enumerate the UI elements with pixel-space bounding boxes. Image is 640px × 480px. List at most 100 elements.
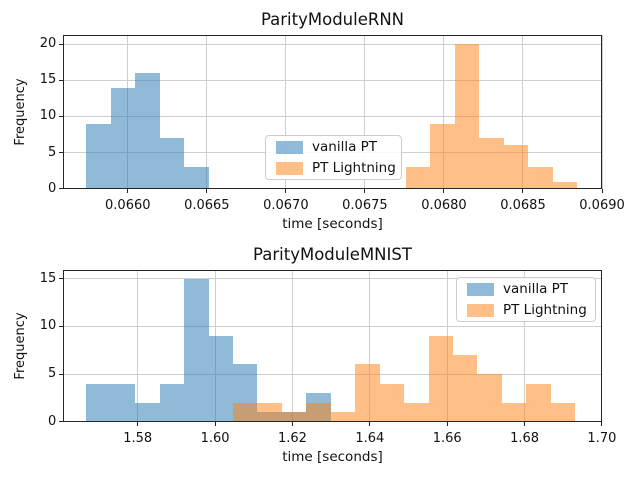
hist-bar	[454, 44, 480, 189]
hist-bar	[428, 335, 453, 422]
y-tick-mark	[59, 278, 63, 279]
gridline-vertical	[524, 270, 526, 423]
y-tick-label: 0	[48, 413, 57, 429]
y-tick-label: 5	[48, 366, 57, 382]
hist-bar	[526, 383, 551, 422]
x-tick-label: 0.0685	[500, 198, 546, 213]
gridline-vertical	[443, 34, 445, 190]
x-tick-mark	[524, 422, 526, 427]
hist-bar	[503, 145, 529, 189]
hist-bar	[379, 383, 405, 422]
hist-bar	[550, 402, 576, 422]
gridline-vertical	[206, 34, 208, 190]
gridline-vertical	[285, 34, 287, 190]
gridline-vertical	[364, 34, 366, 190]
x-tick-label: 1.64	[355, 430, 385, 446]
hist-bar	[479, 138, 504, 189]
gridline-horizontal	[63, 278, 603, 279]
x-tick-mark	[214, 422, 216, 427]
y-tick-label: 0	[48, 180, 57, 196]
gridline-vertical	[601, 34, 603, 190]
x-tick-mark	[446, 422, 448, 427]
legend-swatch-pt-lightning	[276, 161, 303, 175]
hist-bar	[281, 412, 307, 422]
x-tick-mark	[601, 189, 603, 194]
hist-bar	[452, 354, 478, 422]
gridline-vertical	[601, 270, 603, 423]
plot-title: ParityModuleMNIST	[253, 245, 412, 264]
gridline-horizontal	[63, 373, 603, 375]
y-tick-mark	[59, 152, 63, 154]
y-tick-label: 20	[39, 36, 57, 52]
legend-label: PT Lightning	[503, 302, 587, 318]
y-tick-mark	[59, 79, 63, 81]
y-tick-mark	[59, 188, 63, 190]
y-tick-label: 5	[48, 144, 57, 160]
y-tick-mark	[59, 43, 63, 45]
hist-bar	[110, 87, 136, 189]
gridline-horizontal	[63, 325, 603, 327]
hist-bar	[159, 383, 185, 422]
gridline-vertical	[369, 270, 371, 423]
legend-item: PT Lightning	[467, 302, 587, 318]
x-tick-label: 1.62	[277, 430, 307, 446]
hist-bar	[257, 402, 282, 422]
y-tick-label: 10	[39, 318, 57, 334]
x-tick-mark	[601, 422, 603, 427]
hist-bar	[552, 181, 578, 189]
legend: vanilla PT PT Lightning	[456, 277, 596, 322]
legend: vanilla PT PT Lightning	[265, 135, 402, 180]
x-axis-label: time [seconds]	[282, 216, 383, 232]
y-tick-mark	[59, 421, 63, 423]
y-tick-label: 15	[39, 72, 57, 88]
legend-swatch-vanilla-pt	[276, 140, 303, 154]
gridline-horizontal	[63, 115, 603, 117]
hist-bar	[159, 138, 185, 189]
hist-bar	[184, 167, 209, 189]
y-tick-mark	[59, 325, 63, 327]
hist-bar	[184, 278, 209, 422]
gridline-horizontal	[63, 79, 603, 81]
x-tick-mark	[137, 422, 139, 427]
hist-bar	[208, 335, 233, 422]
hist-bar	[232, 402, 258, 422]
x-tick-mark	[127, 189, 129, 194]
y-tick-label: 10	[39, 108, 57, 124]
hist-bar	[477, 374, 502, 422]
x-tick-label: 0.0670	[263, 198, 309, 213]
y-tick-label: 15	[39, 270, 57, 286]
legend-item: vanilla PT	[276, 139, 391, 155]
x-tick-mark	[364, 189, 366, 194]
hist-bar	[110, 383, 136, 422]
hist-bar	[135, 73, 160, 189]
hist-bar	[430, 123, 455, 189]
x-tick-mark	[285, 189, 287, 194]
legend-swatch-pt-lightning	[467, 303, 494, 317]
gridline-vertical	[291, 270, 293, 423]
legend-item: PT Lightning	[276, 160, 396, 176]
hist-bar	[86, 123, 111, 189]
hist-bar	[330, 412, 356, 422]
x-tick-mark	[291, 422, 293, 427]
hist-bar	[405, 167, 431, 189]
hist-bar	[501, 402, 527, 422]
x-tick-label: 1.66	[432, 430, 462, 446]
x-tick-label: 1.70	[587, 430, 617, 446]
x-tick-label: 1.60	[200, 430, 230, 446]
x-tick-mark	[443, 189, 445, 194]
legend-label: PT Lightning	[312, 160, 396, 176]
hist-bar	[404, 402, 429, 422]
x-tick-label: 0.0690	[579, 198, 625, 213]
plot-title: ParityModuleRNN	[260, 10, 405, 29]
hist-bar	[135, 402, 160, 422]
hist-bar	[355, 364, 380, 422]
x-tick-label: 0.0665	[184, 198, 230, 213]
x-axis-label: time [seconds]	[282, 449, 383, 465]
hist-bar	[306, 402, 331, 422]
gridline-vertical	[137, 270, 139, 423]
x-tick-label: 0.0675	[342, 198, 388, 213]
x-tick-label: 1.68	[510, 430, 540, 446]
x-tick-label: 1.58	[123, 430, 153, 446]
y-tick-mark	[59, 115, 63, 117]
